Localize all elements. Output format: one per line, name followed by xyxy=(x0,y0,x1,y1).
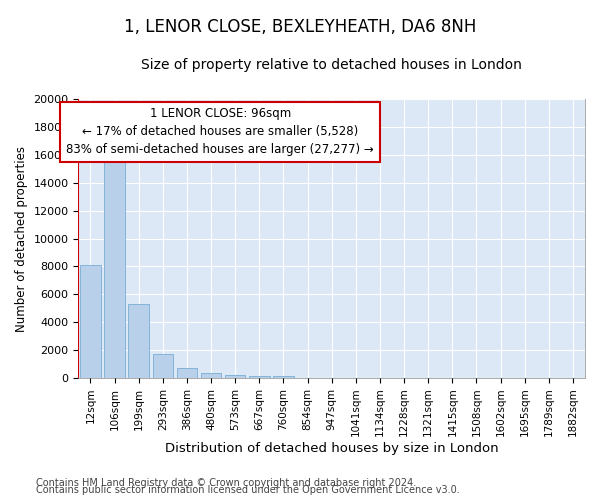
Bar xyxy=(249,376,269,378)
Bar xyxy=(104,148,125,378)
Bar xyxy=(177,368,197,378)
Bar xyxy=(128,304,149,378)
Bar xyxy=(225,375,245,378)
Title: Size of property relative to detached houses in London: Size of property relative to detached ho… xyxy=(141,58,522,71)
Text: Contains HM Land Registry data © Crown copyright and database right 2024.: Contains HM Land Registry data © Crown c… xyxy=(36,478,416,488)
Text: Contains public sector information licensed under the Open Government Licence v3: Contains public sector information licen… xyxy=(36,485,460,495)
Y-axis label: Number of detached properties: Number of detached properties xyxy=(15,146,28,332)
X-axis label: Distribution of detached houses by size in London: Distribution of detached houses by size … xyxy=(165,442,499,455)
Text: 1 LENOR CLOSE: 96sqm
← 17% of detached houses are smaller (5,528)
83% of semi-de: 1 LENOR CLOSE: 96sqm ← 17% of detached h… xyxy=(67,108,374,156)
Bar xyxy=(201,374,221,378)
Bar xyxy=(152,354,173,378)
Bar xyxy=(273,376,294,378)
Text: 1, LENOR CLOSE, BEXLEYHEATH, DA6 8NH: 1, LENOR CLOSE, BEXLEYHEATH, DA6 8NH xyxy=(124,18,476,36)
Bar xyxy=(80,265,101,378)
